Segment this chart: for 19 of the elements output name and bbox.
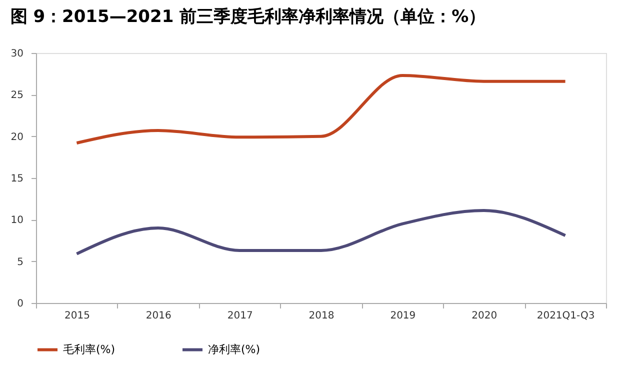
x-tick-label: 2015: [64, 310, 90, 322]
chart-title: 图 9：2015—2021 前三季度毛利率净利率情况（单位：%）: [10, 7, 486, 27]
y-tick-label: 5: [17, 256, 24, 268]
x-tick-label: 2017: [227, 310, 253, 322]
y-tick-label: 15: [10, 174, 24, 184]
legend-label: 毛利率(%): [63, 342, 116, 356]
x-tick-label: 2019: [390, 310, 416, 322]
x-tick-label: 2021Q1-Q3: [536, 310, 595, 322]
x-tick-label: 2020: [472, 310, 498, 322]
y-tick-label: 0: [17, 298, 24, 310]
legend-label: 净利率(%): [208, 342, 260, 356]
y-tick-label: 25: [10, 90, 24, 102]
line-series: [75, 209, 567, 256]
x-tick-label: 2016: [146, 310, 172, 322]
x-tick-label: 2018: [308, 310, 334, 322]
y-tick-label: 30: [10, 48, 24, 60]
y-tick-label: 20: [10, 132, 24, 143]
line-series: [75, 74, 567, 144]
y-tick-label: 10: [10, 215, 24, 226]
